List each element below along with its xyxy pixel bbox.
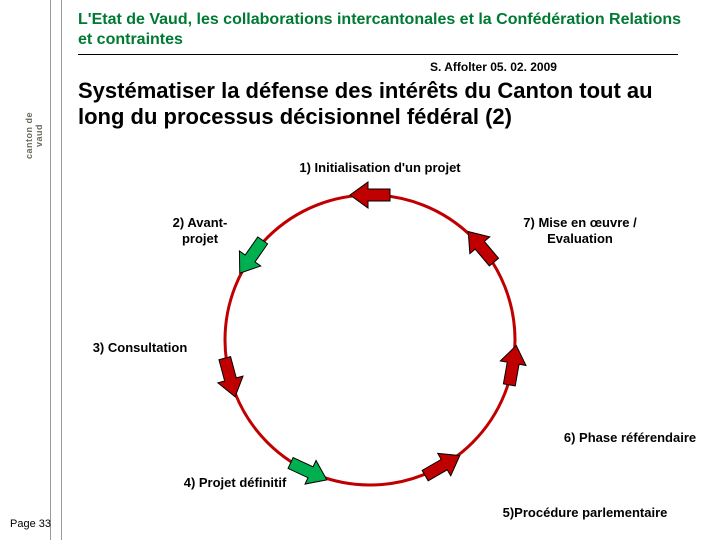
red-arrow	[419, 444, 467, 487]
left-band	[50, 0, 62, 540]
title-underline	[78, 54, 678, 55]
step-label: 6) Phase référendaire	[540, 430, 720, 446]
red-arrow	[497, 343, 530, 387]
process-cycle-diagram: 1) Initialisation d'un projet 2) Avant-pr…	[70, 160, 710, 530]
page-title: L'Etat de Vaud, les collaborations inter…	[78, 10, 698, 50]
page-subtitle: Systématiser la défense des intérêts du …	[78, 78, 698, 131]
step-label: 3) Consultation	[75, 340, 205, 356]
step-label: 7) Mise en œuvre /Evaluation	[490, 215, 670, 246]
canton-logo: canton de vaud	[20, 100, 48, 170]
red-arrow	[212, 355, 247, 400]
author-line: S. Affolter 05. 02. 2009	[430, 60, 557, 74]
step-label: 5)Procédure parlementaire	[475, 505, 695, 521]
step-label: 1) Initialisation d'un projet	[270, 160, 490, 176]
red-arrow	[350, 182, 390, 208]
page-number: Page 33	[10, 518, 51, 530]
step-label: 4) Projet définitif	[160, 475, 310, 491]
logo-text: canton de vaud	[24, 100, 44, 170]
step-label: 2) Avant-projet	[155, 215, 245, 246]
